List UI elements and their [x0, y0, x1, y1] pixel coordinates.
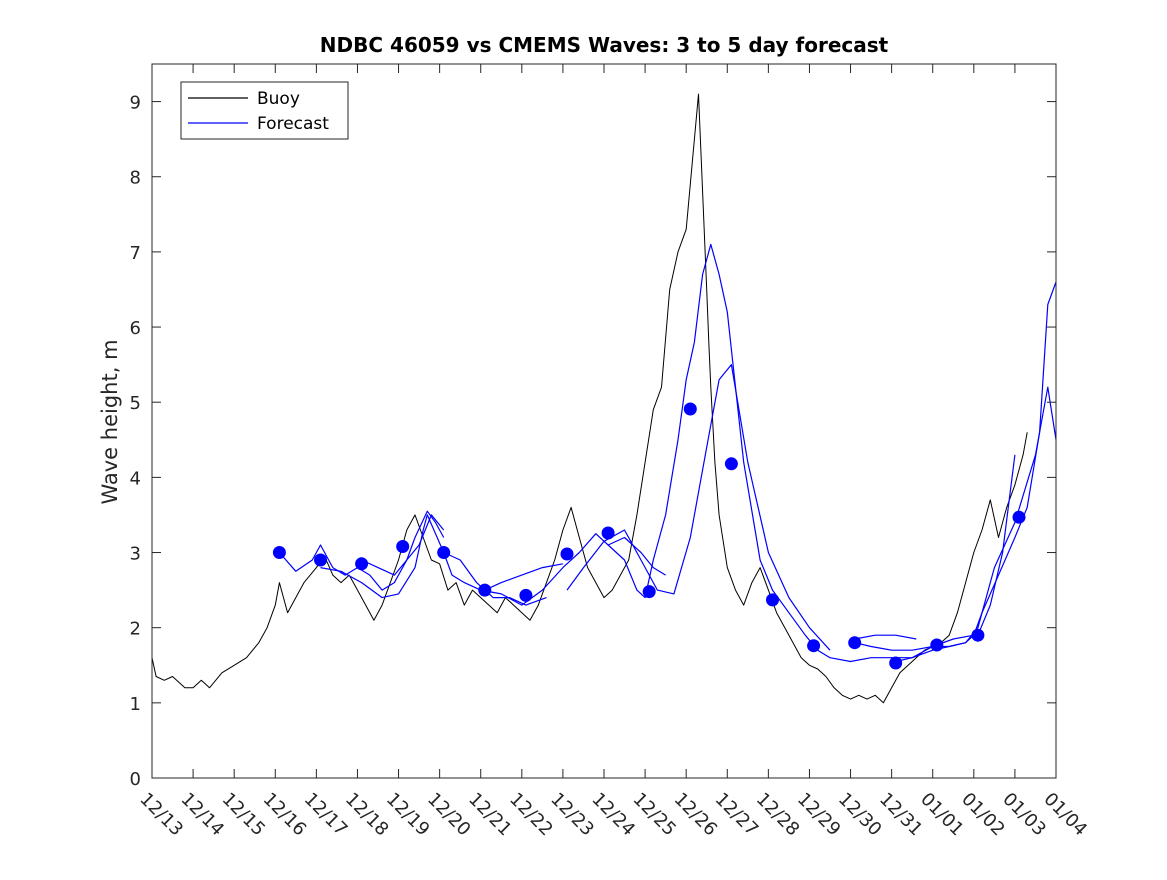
plot-area [152, 64, 1056, 778]
forecast-segment-5 [484, 563, 564, 591]
legend-box [180, 81, 349, 140]
forecast-marker [272, 546, 286, 559]
forecast-segment-3 [361, 514, 445, 576]
y-tick-label: 4 [130, 468, 141, 489]
forecast-segment-8 [854, 386, 1056, 651]
forecast-segment-4 [443, 551, 547, 606]
y-tick-label: 0 [130, 769, 141, 790]
forecast-marker [930, 638, 944, 652]
forecast-marker [396, 540, 410, 553]
forecast-marker [971, 628, 985, 642]
forecast-marker [683, 402, 697, 416]
forecast-marker [642, 585, 656, 599]
forecast-marker [560, 547, 574, 561]
y-tick-label: 6 [130, 318, 141, 339]
y-axis-label: Wave height, m [98, 339, 122, 504]
forecast-marker [314, 553, 327, 567]
forecast-marker [437, 546, 451, 559]
forecast-segment-7 [607, 536, 666, 576]
chart-title: NDBC 46059 vs CMEMS Waves: 3 to 5 day fo… [320, 33, 889, 57]
legend-label-forecast: Forecast [257, 114, 329, 134]
legend-label-buoy: Buoy [257, 89, 300, 109]
y-tick-label: 2 [130, 619, 141, 640]
forecast-marker [1012, 510, 1026, 524]
plot-background [152, 64, 1056, 778]
y-tick-label: 7 [130, 243, 141, 264]
y-tick-label: 3 [130, 544, 141, 565]
forecast-segment-11 [977, 454, 1016, 636]
legend: Buoy Forecast [180, 81, 349, 140]
y-tick-label: 5 [130, 393, 141, 414]
forecast-marker [519, 588, 533, 602]
y-tick-label: 9 [130, 93, 141, 114]
forecast-segment-6 [566, 364, 831, 651]
series-group [152, 93, 1056, 704]
forecast-marker [601, 526, 615, 540]
forecast-marker [807, 639, 821, 653]
y-tick-label: 8 [130, 168, 141, 189]
forecast-marker [355, 557, 369, 571]
forecast-segment-9 [854, 634, 917, 640]
forecast-marker [848, 636, 862, 650]
forecast-marker [889, 656, 903, 670]
forecast-marker [478, 583, 492, 597]
forecast-segment-1 [278, 510, 445, 591]
forecast-marker [766, 593, 779, 607]
forecast-marker [724, 457, 738, 471]
y-tick-label: 1 [130, 694, 141, 715]
